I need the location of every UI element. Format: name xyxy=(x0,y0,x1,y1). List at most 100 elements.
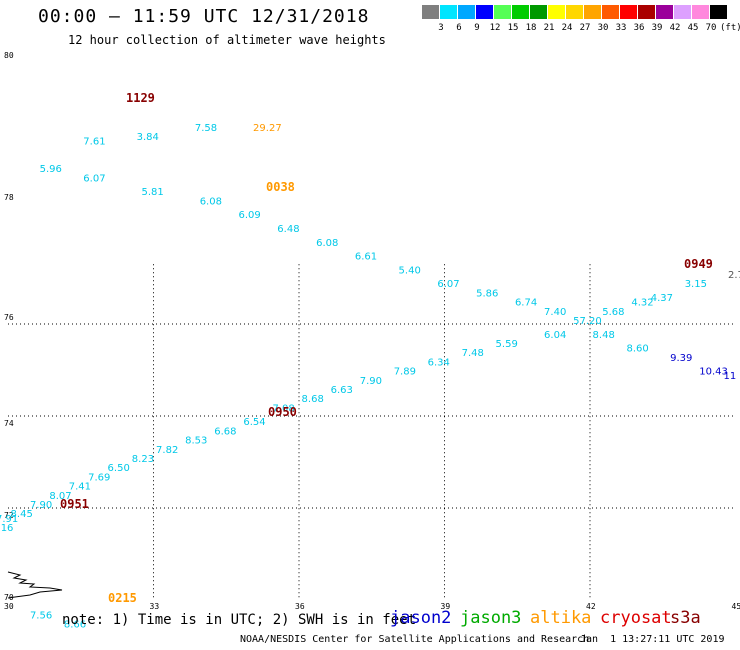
satellite-label: cryosat xyxy=(600,608,672,628)
wave-height-label: 3.84 xyxy=(137,132,159,143)
wave-height-label: 7.69 xyxy=(88,472,110,483)
wave-height-label: 7.08 xyxy=(272,403,294,414)
legend-label: 15 xyxy=(507,23,519,33)
pass-time-label: 0951 xyxy=(60,497,89,511)
wave-height-label: 5.40 xyxy=(399,265,421,276)
wave-height-label: 29.27 xyxy=(253,123,282,134)
page-title: 00:00 – 11:59 UTC 12/31/2018 xyxy=(38,6,370,27)
wave-height-label: 7.40 xyxy=(544,307,566,318)
wave-height-label: 6.68 xyxy=(214,426,236,437)
wave-height-label: 6.50 xyxy=(108,463,130,474)
lon-tick-label: 42 xyxy=(586,602,596,611)
legend-label: 12 xyxy=(489,23,501,33)
wave-height-label: 6.63 xyxy=(331,385,353,396)
wave-height-label: 6.04 xyxy=(544,330,566,341)
legend-swatch xyxy=(512,5,530,19)
coastline-shape xyxy=(7,571,63,599)
graticule xyxy=(8,264,735,600)
wave-height-label: 7.89 xyxy=(394,367,416,378)
legend-label: 36 xyxy=(633,23,645,33)
legend-label: 18 xyxy=(525,23,537,33)
wave-height-label: 4.37 xyxy=(651,293,673,304)
coastline xyxy=(7,571,63,599)
wave-height-label: 7.61 xyxy=(83,137,105,148)
legend-swatch xyxy=(458,5,476,19)
wave-height-label: 5.59 xyxy=(496,339,518,350)
wave-height-label: 6.61 xyxy=(355,252,377,263)
legend-swatch xyxy=(476,5,494,19)
legend-swatch xyxy=(494,5,512,19)
wave-height-label: 7.58 xyxy=(195,123,217,134)
wave-height-label: 6.07 xyxy=(437,279,459,290)
satellite-label: altika xyxy=(530,608,592,628)
wave-height-label: 57.20 xyxy=(573,316,602,327)
satellite-label: s3a xyxy=(670,608,701,628)
wave-height-label: 4.32 xyxy=(631,298,653,309)
lat-tick-label: 72 xyxy=(4,511,14,520)
legend-swatch xyxy=(710,5,728,19)
wave-height-label: 5.81 xyxy=(142,187,164,198)
wave-height-label: 8.48 xyxy=(593,330,615,341)
legend-label: 27 xyxy=(579,23,591,33)
wave-height-label: 6.08 xyxy=(316,238,338,249)
satellite-label: jason2 xyxy=(390,608,452,628)
legend-label: 21 xyxy=(543,23,555,33)
legend-swatch xyxy=(548,5,566,19)
legend-label: 45 xyxy=(687,23,699,33)
wave-height-label: 8.66 xyxy=(64,620,86,631)
lat-tick-label: 80 xyxy=(4,51,14,60)
wave-height-label: 8.23 xyxy=(132,454,154,465)
timestamp-text: Jan 1 13:27:11 UTC 2019 xyxy=(580,634,725,645)
wave-height-label: 8.07 xyxy=(49,491,71,502)
lat-tick-label: 74 xyxy=(4,419,14,428)
lon-tick-label: 45 xyxy=(732,602,740,611)
wave-height-label: 8.45 xyxy=(11,509,33,520)
wave-height-label: 7.16 xyxy=(0,523,13,534)
wave-height-label: 5.96 xyxy=(40,164,62,175)
legend-swatch xyxy=(422,5,440,19)
wave-height-label: 7.90 xyxy=(360,376,382,387)
wave-height-label: 7.90 xyxy=(30,500,52,511)
legend-swatch xyxy=(440,5,458,19)
wave-height-label: 6.34 xyxy=(428,357,450,368)
pass-time-label: 0038 xyxy=(266,180,295,194)
lon-tick-label: 36 xyxy=(295,602,305,611)
wave-labels: 5.96 6.07 7.61 3.84 7.58 5.81 6.08 6.09 6.48 6.08… xyxy=(0,123,740,631)
wave-height-label: 3.15 xyxy=(685,279,707,290)
legend-swatch xyxy=(620,5,638,19)
wave-height-label: 10.43 xyxy=(699,367,728,378)
legend-swatch xyxy=(584,5,602,19)
lat-tick-label: 76 xyxy=(4,313,14,322)
legend-label: 30 xyxy=(597,23,609,33)
legend-label: 6 xyxy=(456,23,462,33)
legend-swatch xyxy=(530,5,548,19)
wave-height-label: 7.91 xyxy=(0,514,18,525)
wave-height-label: 8.53 xyxy=(185,436,207,447)
legend-swatch xyxy=(638,5,656,19)
legend-swatch xyxy=(674,5,692,19)
pass-time-label: 1129 xyxy=(126,91,155,105)
wave-height-label: 8.60 xyxy=(627,344,649,355)
legend-swatch xyxy=(692,5,710,19)
pass-time-label: 0949 xyxy=(684,257,713,271)
legend-swatch xyxy=(566,5,584,19)
wave-height-label: 11 xyxy=(724,371,737,382)
pass-time-labels: 1129 0038 0949 0950 0951 0215 xyxy=(60,91,713,605)
wave-height-label: 6.74 xyxy=(515,298,537,309)
wave-height-label: 7.41 xyxy=(69,482,91,493)
legend-unit: (ft) xyxy=(720,23,740,33)
wave-height-label: 5.86 xyxy=(476,288,498,299)
note-text: note: 1) Time is in UTC; 2) SWH is in fe… xyxy=(62,612,417,628)
legend-label: 70 xyxy=(705,23,717,33)
legend-label: 3 xyxy=(438,23,444,33)
lon-tick-label: 30 xyxy=(4,602,14,611)
wave-height-label: 2.7 xyxy=(728,270,740,281)
wave-height-label: 6.48 xyxy=(277,224,299,235)
wave-height-label: 7.56 xyxy=(30,610,52,621)
wave-height-label: 8.68 xyxy=(302,394,324,405)
wave-height-label: 5.68 xyxy=(602,307,624,318)
legend-label: 39 xyxy=(651,23,663,33)
wave-height-label: 6.09 xyxy=(239,210,261,221)
